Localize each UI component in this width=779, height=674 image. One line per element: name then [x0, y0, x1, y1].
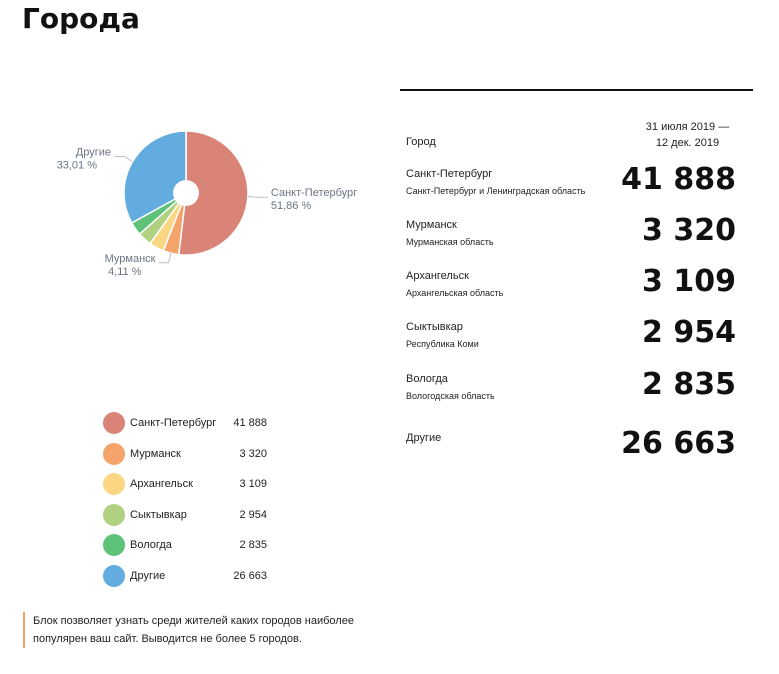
row-region: Архангельская область — [406, 288, 504, 298]
pie-slice-percent: 4,11 % — [108, 266, 142, 278]
legend-value: 2 835 — [239, 539, 267, 552]
legend-value: 3 320 — [239, 447, 267, 460]
pie-slice[interactable] — [177, 130, 249, 256]
table-row: Санкт-Петербург Санкт-Петербург и Ленинг… — [406, 162, 746, 218]
legend-item-syktyvkar[interactable]: Сыктывкар 2 954 — [103, 501, 283, 532]
table-row: Архангельск Архангельская область 3 109 — [406, 264, 746, 320]
chart-legend: Санкт-Петербург 41 888 Мурманск 3 320 Ар… — [103, 409, 283, 593]
row-value: 2 835 — [642, 367, 736, 402]
row-value: 41 888 — [621, 162, 736, 197]
legend-swatch — [103, 564, 125, 587]
pie-leader-line — [114, 155, 133, 162]
row-city: Другие — [406, 432, 442, 444]
row-city: Архангельск — [406, 270, 469, 282]
pie-slice-label: Мурманск — [105, 253, 156, 265]
legend-swatch — [103, 534, 125, 557]
legend-item-vologda[interactable]: Вологда 2 835 — [103, 531, 283, 562]
table-row: Мурманск Мурманская область 3 320 — [406, 213, 746, 269]
row-city: Санкт-Петербург — [406, 168, 493, 180]
legend-swatch — [103, 503, 125, 526]
table-row: Другие 26 663 — [406, 426, 746, 482]
table-header-city[interactable]: Город — [406, 136, 436, 148]
row-city: Мурманск — [406, 219, 457, 231]
pie-slice-percent: 33,01 % — [57, 159, 98, 171]
row-region: Республика Коми — [406, 339, 479, 349]
legend-value: 26 663 — [233, 569, 267, 582]
table-header-period[interactable]: 31 июля 2019 — 12 дек. 2019 — [620, 119, 755, 151]
row-region: Вологодская область — [406, 391, 495, 401]
row-value: 26 663 — [621, 426, 736, 461]
legend-swatch — [103, 473, 125, 496]
pie-slice-label: Санкт-Петербург — [271, 187, 357, 199]
info-note-line: популярен ваш сайт. Выводится не более 5… — [33, 633, 302, 645]
legend-label: Санкт-Петербург — [130, 417, 217, 429]
legend-swatch — [103, 412, 125, 434]
legend-item-murmansk[interactable]: Мурманск 3 320 — [103, 440, 283, 471]
pie-slice-percent: 51,86 % — [271, 200, 312, 212]
row-value: 3 320 — [642, 213, 736, 248]
legend-value: 2 954 — [239, 508, 267, 521]
info-note-line: Блок позволяет узнать среди жителей каки… — [33, 615, 354, 627]
pie-center-hole — [173, 180, 199, 206]
legend-item-other[interactable]: Другие 26 663 — [103, 562, 283, 593]
pie-slice-label: Другие — [76, 146, 111, 158]
pie-leader-line — [247, 196, 268, 198]
period-line: 12 дек. 2019 — [655, 137, 720, 149]
table-top-rule — [400, 89, 753, 91]
legend-label: Мурманск — [130, 447, 181, 460]
legend-label: Вологда — [130, 539, 172, 552]
page-title: Города — [22, 2, 140, 35]
legend-label: Другие — [130, 569, 166, 582]
pie-leader-line — [158, 252, 172, 264]
row-region: Мурманская область — [406, 237, 494, 247]
table-row: Сыктывкар Республика Коми 2 954 — [406, 315, 746, 371]
legend-swatch — [103, 442, 125, 465]
info-note: Блок позволяет узнать среди жителей каки… — [23, 612, 393, 648]
legend-value: 41 888 — [233, 417, 267, 429]
legend-item-spb[interactable]: Санкт-Петербург 41 888 — [103, 409, 283, 440]
legend-label: Архангельск — [130, 478, 193, 491]
table-row: Вологда Вологодская область 2 835 — [406, 367, 746, 423]
legend-item-arkhangelsk[interactable]: Архангельск 3 109 — [103, 470, 283, 501]
legend-value: 3 109 — [239, 478, 267, 491]
legend-label: Сыктывкар — [130, 508, 187, 521]
row-city: Сыктывкар — [406, 321, 463, 333]
row-value: 2 954 — [642, 315, 736, 350]
row-value: 3 109 — [642, 264, 736, 299]
row-region: Санкт-Петербург и Ленинградская область — [406, 186, 586, 196]
row-city: Вологда — [406, 373, 448, 385]
period-line: 31 июля 2019 — — [645, 121, 730, 133]
